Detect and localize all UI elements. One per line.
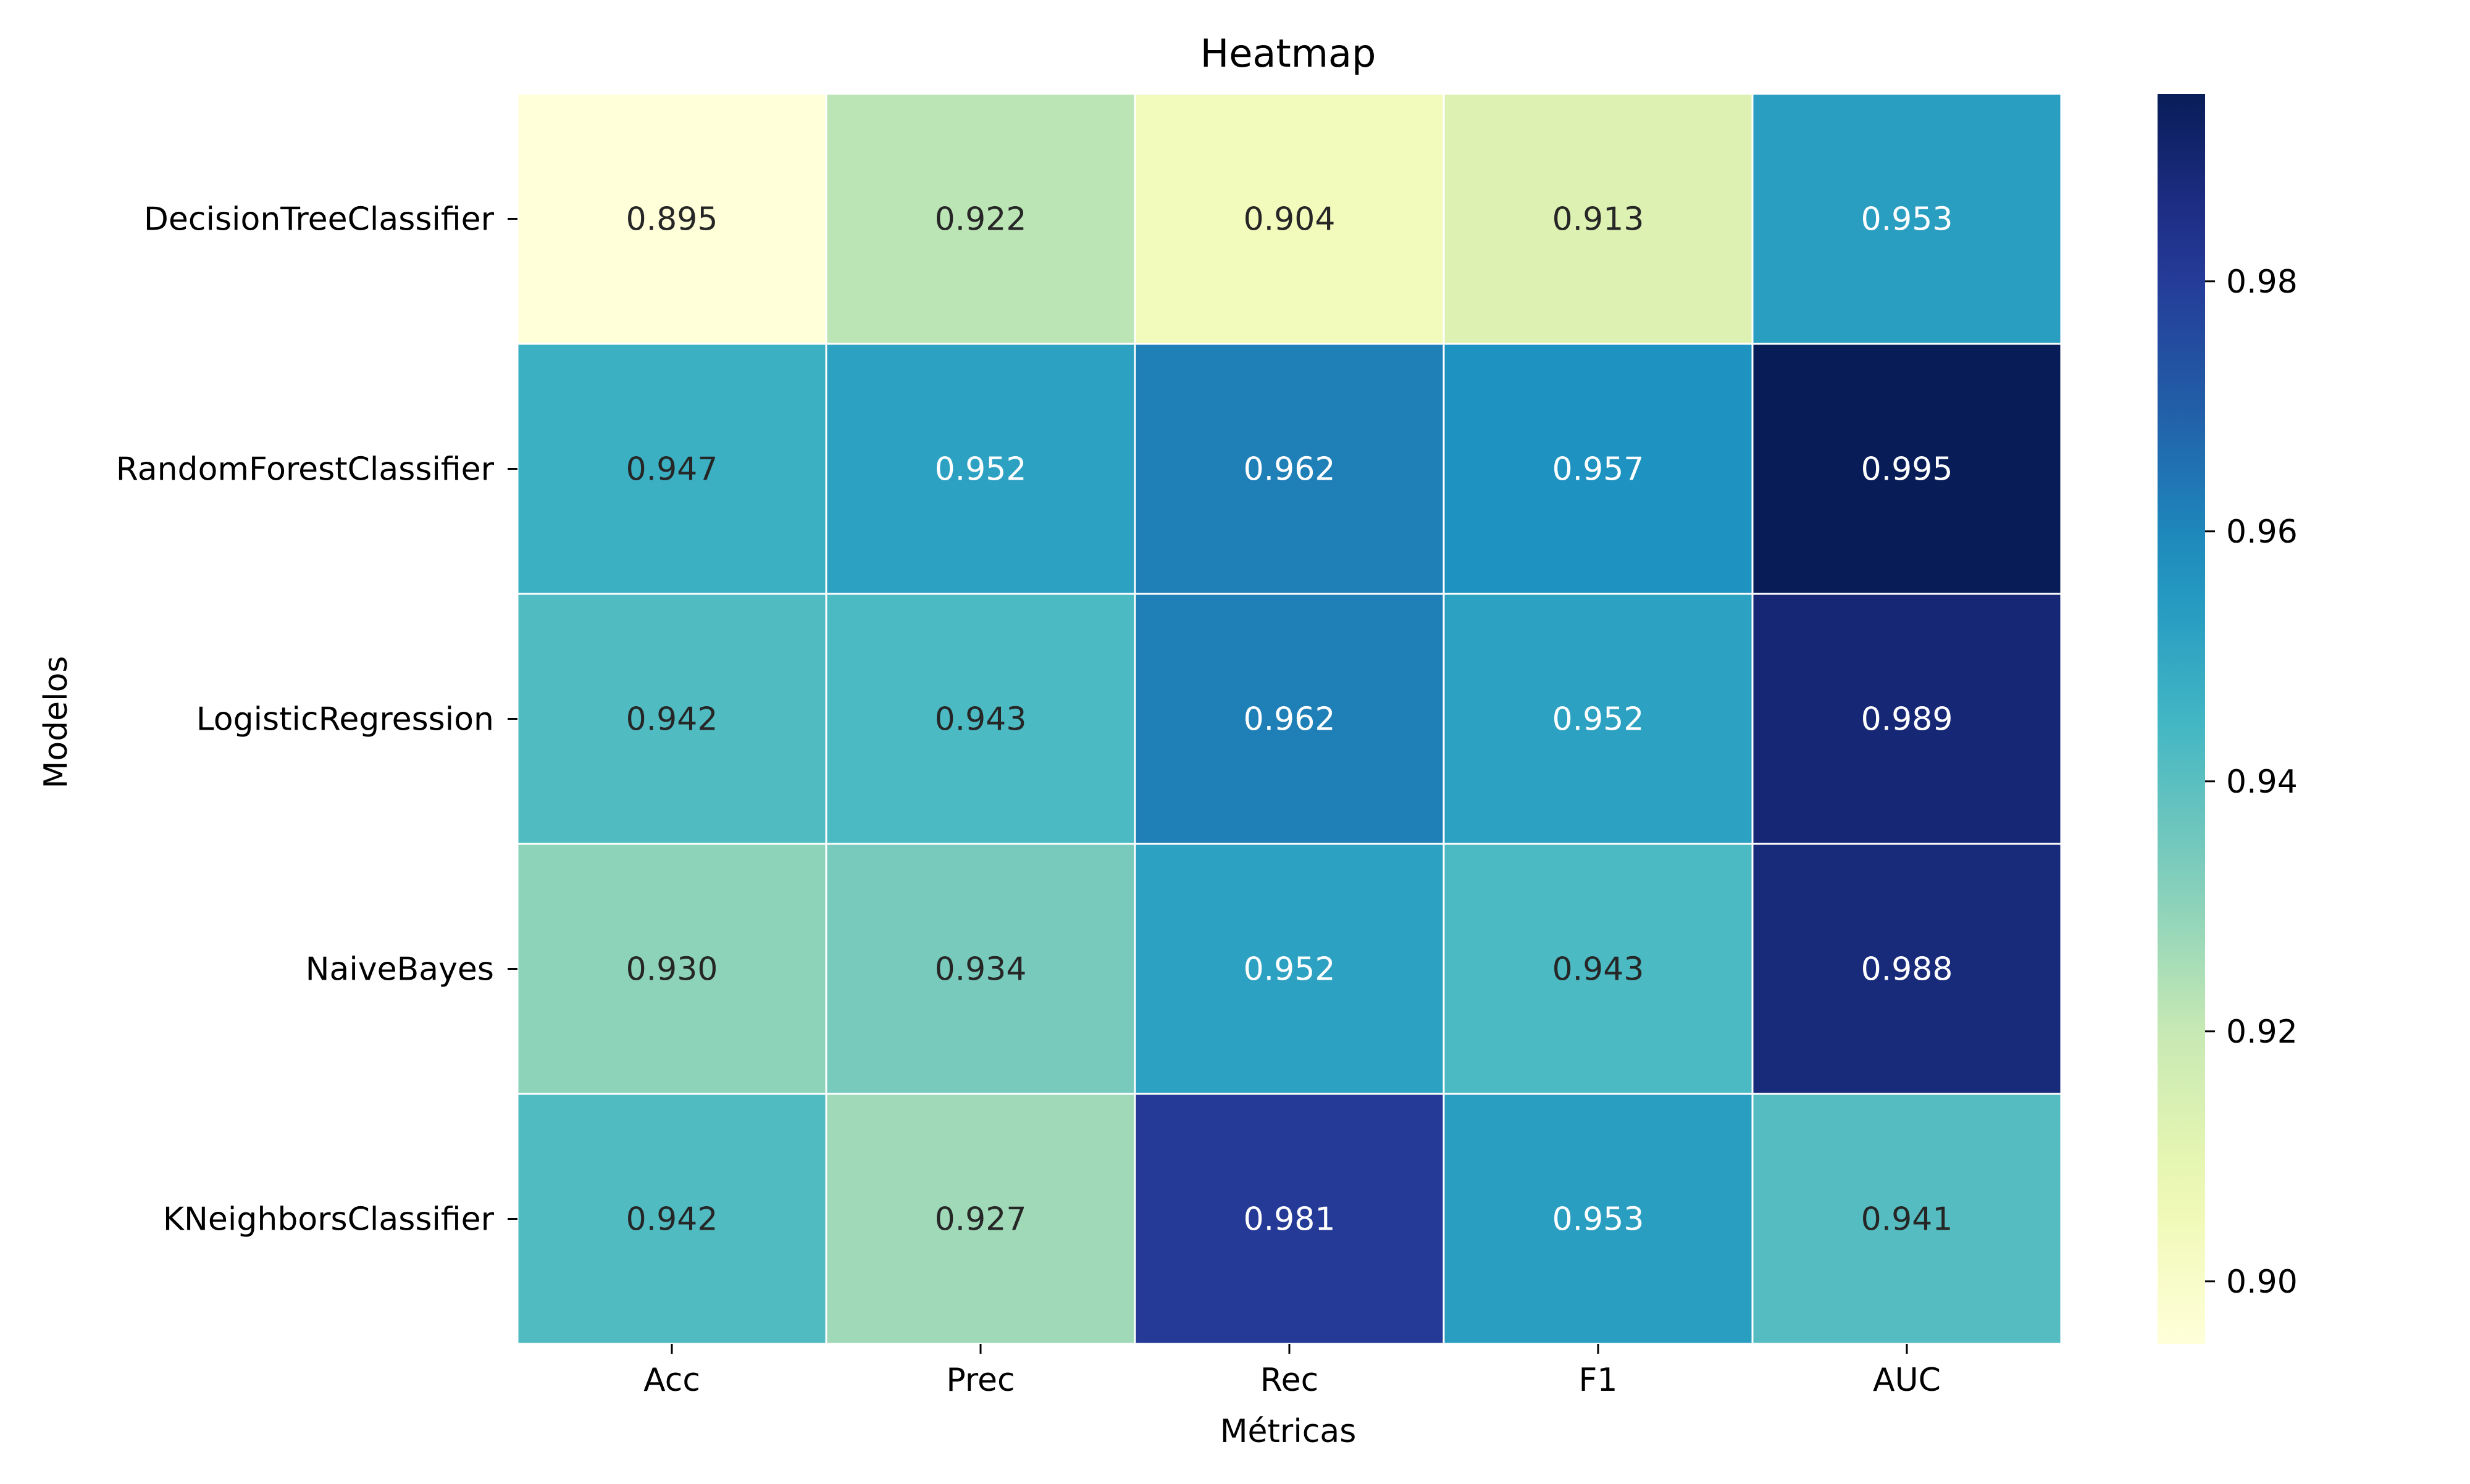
heatmap-cell (516, 343, 827, 595)
x-axis-label: Métricas (1220, 1413, 1357, 1450)
heatmap-cell (825, 843, 1136, 1095)
heatmap-cell (1442, 93, 1754, 345)
y-tick-labels: DecisionTreeClassifier RandomForestClassi… (116, 201, 517, 1238)
heatmap-cell (516, 1093, 827, 1345)
y-tick-label: LogisticRegression (196, 701, 494, 738)
heatmap-cell (825, 593, 1136, 845)
cell-value-label: 0.952 (1244, 951, 1336, 988)
cell-value-label: 0.934 (935, 951, 1027, 988)
heatmap-cell (1442, 843, 1754, 1095)
heatmap-cell (825, 343, 1136, 595)
heatmap-cell (1134, 843, 1445, 1095)
heatmap-cell (825, 1093, 1136, 1345)
heatmap-cell (516, 93, 827, 345)
heatmap-cell (1751, 93, 2062, 345)
colorbar-tick-label: 0.98 (2226, 264, 2298, 301)
heatmap-cell (1751, 843, 2062, 1095)
colorbar-tick-label: 0.96 (2226, 514, 2298, 551)
cell-value-label: 0.952 (935, 451, 1027, 488)
x-tick-label: Rec (1260, 1362, 1318, 1399)
heatmap-cells: 0.895 0.922 0.904 0.913 0.953 0.947 0.952 0.962… (516, 93, 2062, 1345)
cell-value-label: 0.952 (1552, 701, 1644, 738)
cell-value-label: 0.962 (1244, 701, 1336, 738)
cell-value-label: 0.941 (1861, 1201, 1953, 1238)
cell-value-label: 0.913 (1552, 201, 1644, 238)
cell-value-label: 0.981 (1244, 1201, 1336, 1238)
cell-value-label: 0.927 (935, 1201, 1027, 1238)
cell-value-label: 0.895 (626, 201, 718, 238)
heatmap-cell (1751, 593, 2062, 845)
colorbar-tick-label: 0.94 (2226, 764, 2298, 801)
colorbar-tick-label: 0.92 (2226, 1014, 2298, 1051)
cell-value-label: 0.953 (1552, 1201, 1644, 1238)
colorbar-ticks: 0.90 0.92 0.94 0.96 0.98 (2205, 264, 2298, 1301)
cell-value-label: 0.957 (1552, 451, 1644, 488)
heatmap-cell (1134, 93, 1445, 345)
heatmap-cell (1751, 343, 2062, 595)
cell-value-label: 0.942 (626, 1201, 718, 1238)
chart-title: Heatmap (1200, 31, 1376, 76)
cell-value-label: 0.904 (1244, 201, 1336, 238)
x-tick-labels: Acc Prec Rec F1 AUC (643, 1344, 1941, 1399)
heatmap-cell (1134, 1093, 1445, 1345)
y-tick-label: KNeighborsClassifier (163, 1201, 495, 1238)
colorbar-tick-label: 0.90 (2226, 1264, 2298, 1301)
cell-value-label: 0.962 (1244, 451, 1336, 488)
cell-value-label: 0.930 (626, 951, 718, 988)
cell-value-label: 0.995 (1861, 451, 1953, 488)
colorbar (2158, 94, 2205, 1344)
x-tick-label: AUC (1873, 1362, 1941, 1399)
cell-value-label: 0.922 (935, 201, 1027, 238)
y-tick-label: RandomForestClassifier (116, 451, 495, 488)
cell-value-label: 0.953 (1861, 201, 1953, 238)
heatmap-cell (825, 93, 1136, 345)
cell-value-label: 0.943 (935, 701, 1027, 738)
cell-value-label: 0.989 (1861, 701, 1953, 738)
y-tick-label: NaiveBayes (306, 951, 494, 988)
cell-value-label: 0.942 (626, 701, 718, 738)
x-tick-label: Acc (643, 1362, 700, 1399)
y-axis-label: Modelos (38, 656, 75, 788)
heatmap-cell (1134, 593, 1445, 845)
x-tick-label: Prec (946, 1362, 1015, 1399)
cell-value-label: 0.947 (626, 451, 718, 488)
heatmap-cell (1751, 1093, 2062, 1345)
cell-value-label: 0.988 (1861, 951, 1953, 988)
heatmap-cell (1134, 343, 1445, 595)
cell-value-label: 0.943 (1552, 951, 1644, 988)
x-tick-label: F1 (1579, 1362, 1618, 1399)
heatmap-cell (1442, 593, 1754, 845)
y-tick-label: DecisionTreeClassifier (144, 201, 495, 238)
